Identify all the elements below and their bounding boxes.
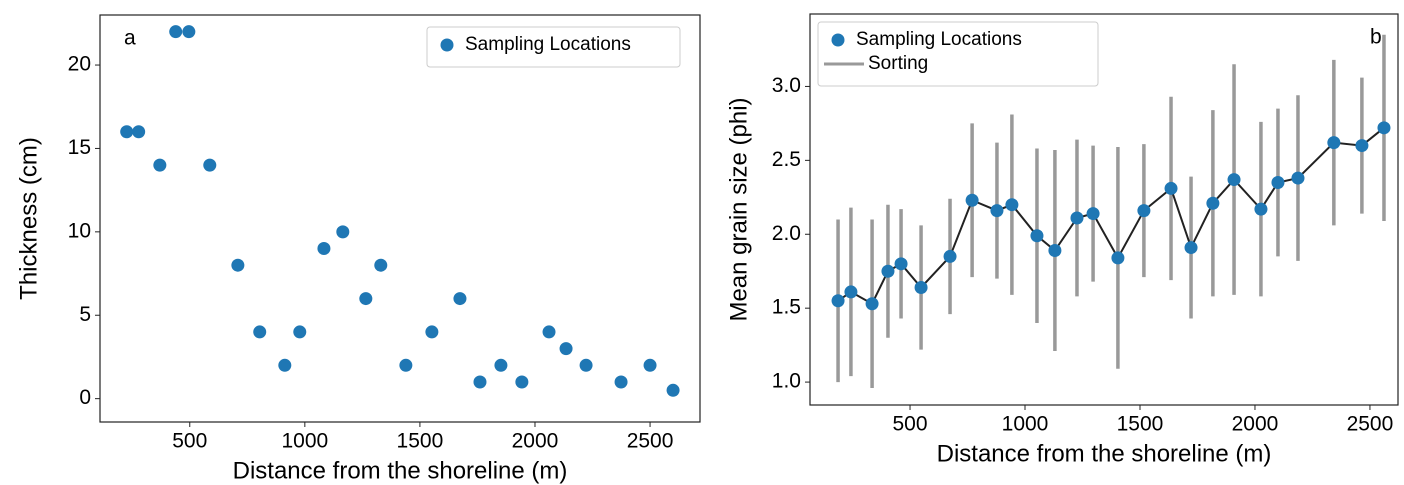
point xyxy=(1327,136,1341,150)
point xyxy=(1111,251,1125,265)
point xyxy=(231,258,245,272)
point xyxy=(1377,121,1391,135)
y-tick-label: 2.5 xyxy=(772,148,801,171)
point xyxy=(881,264,895,278)
point xyxy=(1030,229,1044,243)
point xyxy=(1070,211,1084,225)
x-tick-label: 2000 xyxy=(1232,413,1279,436)
chart: 500 1000 1500 2000 2500 1.0 1.5 2.0 2.5 3.0 Distan… xyxy=(725,13,1399,467)
point xyxy=(1271,176,1285,190)
point xyxy=(614,375,628,389)
point xyxy=(336,225,350,239)
y-axis-label: Mean grain size (phi) xyxy=(725,97,752,321)
y-tick-label: 1.0 xyxy=(772,370,801,393)
point xyxy=(359,292,373,306)
panel-label: b xyxy=(1370,26,1382,49)
x-axis-label: Distance from the shoreline (m) xyxy=(233,457,568,484)
point xyxy=(1086,207,1100,221)
point xyxy=(120,125,134,139)
point xyxy=(1005,198,1019,212)
x-tick-label: 2500 xyxy=(627,430,674,453)
point xyxy=(559,342,573,356)
point xyxy=(1227,173,1241,187)
point xyxy=(1164,181,1178,195)
point xyxy=(1254,202,1268,216)
legend-swatch xyxy=(831,33,845,47)
legend-frame xyxy=(426,26,681,68)
point xyxy=(293,325,307,339)
point xyxy=(1291,171,1305,185)
legend: Sampling Locations xyxy=(426,26,681,68)
point xyxy=(425,325,439,339)
point xyxy=(453,292,467,306)
point xyxy=(1355,139,1369,153)
panel-label: a xyxy=(124,27,136,50)
legend-swatch xyxy=(440,38,454,52)
point xyxy=(399,358,413,372)
point xyxy=(894,257,908,271)
y-tick-label: 10 xyxy=(68,219,91,242)
chart: 500 1000 1500 2000 2500 0 5 10 15 20 Distance from… xyxy=(15,14,701,484)
point xyxy=(579,358,593,372)
x-axis-label: Distance from the shoreline (m) xyxy=(937,440,1272,467)
point xyxy=(643,358,657,372)
point xyxy=(844,285,858,299)
x-tick-label: 2000 xyxy=(512,430,559,453)
point xyxy=(1206,196,1220,210)
point xyxy=(169,25,183,39)
y-tick-label: 15 xyxy=(68,136,91,159)
point xyxy=(1184,241,1198,255)
point xyxy=(132,125,146,139)
point xyxy=(203,158,217,172)
point xyxy=(865,297,879,311)
point xyxy=(317,242,331,256)
plot-frame xyxy=(99,14,701,423)
point xyxy=(494,358,508,372)
legend-label: Sampling Locations xyxy=(856,29,1022,50)
point xyxy=(253,325,267,339)
legend-label: Sorting xyxy=(868,53,928,74)
point xyxy=(965,193,979,207)
point xyxy=(278,358,292,372)
point xyxy=(473,375,487,389)
x-tick-label: 500 xyxy=(172,430,207,453)
point xyxy=(374,258,388,272)
x-tick-label: 1500 xyxy=(1117,413,1164,436)
x-tick-label: 1000 xyxy=(281,430,328,453)
legend-frame xyxy=(817,21,1099,87)
point xyxy=(1137,204,1151,218)
point xyxy=(943,249,957,263)
x-tick-label: 1000 xyxy=(1002,413,1049,436)
y-tick-label: 1.5 xyxy=(772,296,801,319)
y-tick-label: 2.0 xyxy=(772,222,801,245)
x-tick-label: 2500 xyxy=(1347,413,1394,436)
point xyxy=(831,294,845,308)
legend: Sampling Locations Sorting xyxy=(817,21,1099,87)
plot-frame xyxy=(809,13,1399,406)
y-tick-label: 3.0 xyxy=(772,74,801,97)
point xyxy=(182,25,196,39)
point xyxy=(666,383,680,397)
point xyxy=(1048,244,1062,258)
y-tick-label: 0 xyxy=(79,386,91,409)
y-tick-label: 5 xyxy=(79,303,91,326)
x-tick-label: 1500 xyxy=(397,430,444,453)
point xyxy=(542,325,556,339)
point xyxy=(990,204,1004,218)
legend-label: Sampling Locations xyxy=(465,34,631,55)
point xyxy=(914,280,928,294)
point xyxy=(153,158,167,172)
y-axis-label: Thickness (cm) xyxy=(15,137,42,300)
point xyxy=(515,375,529,389)
x-tick-label: 500 xyxy=(893,413,928,436)
y-tick-label: 20 xyxy=(68,53,91,76)
